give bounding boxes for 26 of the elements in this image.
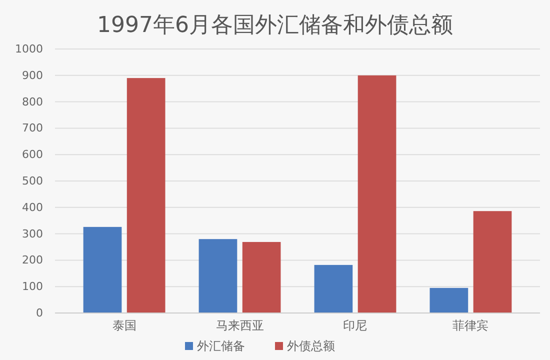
bar bbox=[83, 226, 122, 313]
y-tick-label: 100 bbox=[22, 280, 43, 294]
chart-title: 1997年6月各国外汇储备和外债总额 bbox=[97, 13, 453, 38]
bar bbox=[473, 211, 512, 313]
y-tick-label: 0 bbox=[36, 306, 43, 320]
y-tick-label: 500 bbox=[22, 174, 43, 188]
x-tick-label: 泰国 bbox=[112, 318, 136, 333]
y-tick-label: 600 bbox=[22, 148, 43, 162]
y-tick-label: 400 bbox=[22, 200, 43, 214]
x-tick-label: 马来西亚 bbox=[216, 318, 264, 333]
y-tick-label: 300 bbox=[22, 227, 43, 240]
bar bbox=[126, 78, 166, 313]
bar bbox=[198, 239, 238, 313]
bar bbox=[430, 288, 468, 313]
bar bbox=[314, 264, 353, 313]
y-tick-label: 900 bbox=[22, 68, 43, 82]
y-tick-label: 200 bbox=[22, 254, 43, 267]
x-tick-label: 印尼 bbox=[343, 318, 368, 333]
bar bbox=[358, 75, 396, 313]
y-tick-label: 700 bbox=[22, 122, 43, 135]
y-tick-label: 800 bbox=[22, 95, 43, 108]
legend-label: 外汇储备 bbox=[197, 339, 245, 353]
legend-label: 外债总额 bbox=[287, 339, 335, 353]
x-tick-label: 菲律宾 bbox=[452, 318, 489, 333]
y-tick-label: 1000 bbox=[15, 42, 43, 56]
bar bbox=[242, 242, 281, 313]
